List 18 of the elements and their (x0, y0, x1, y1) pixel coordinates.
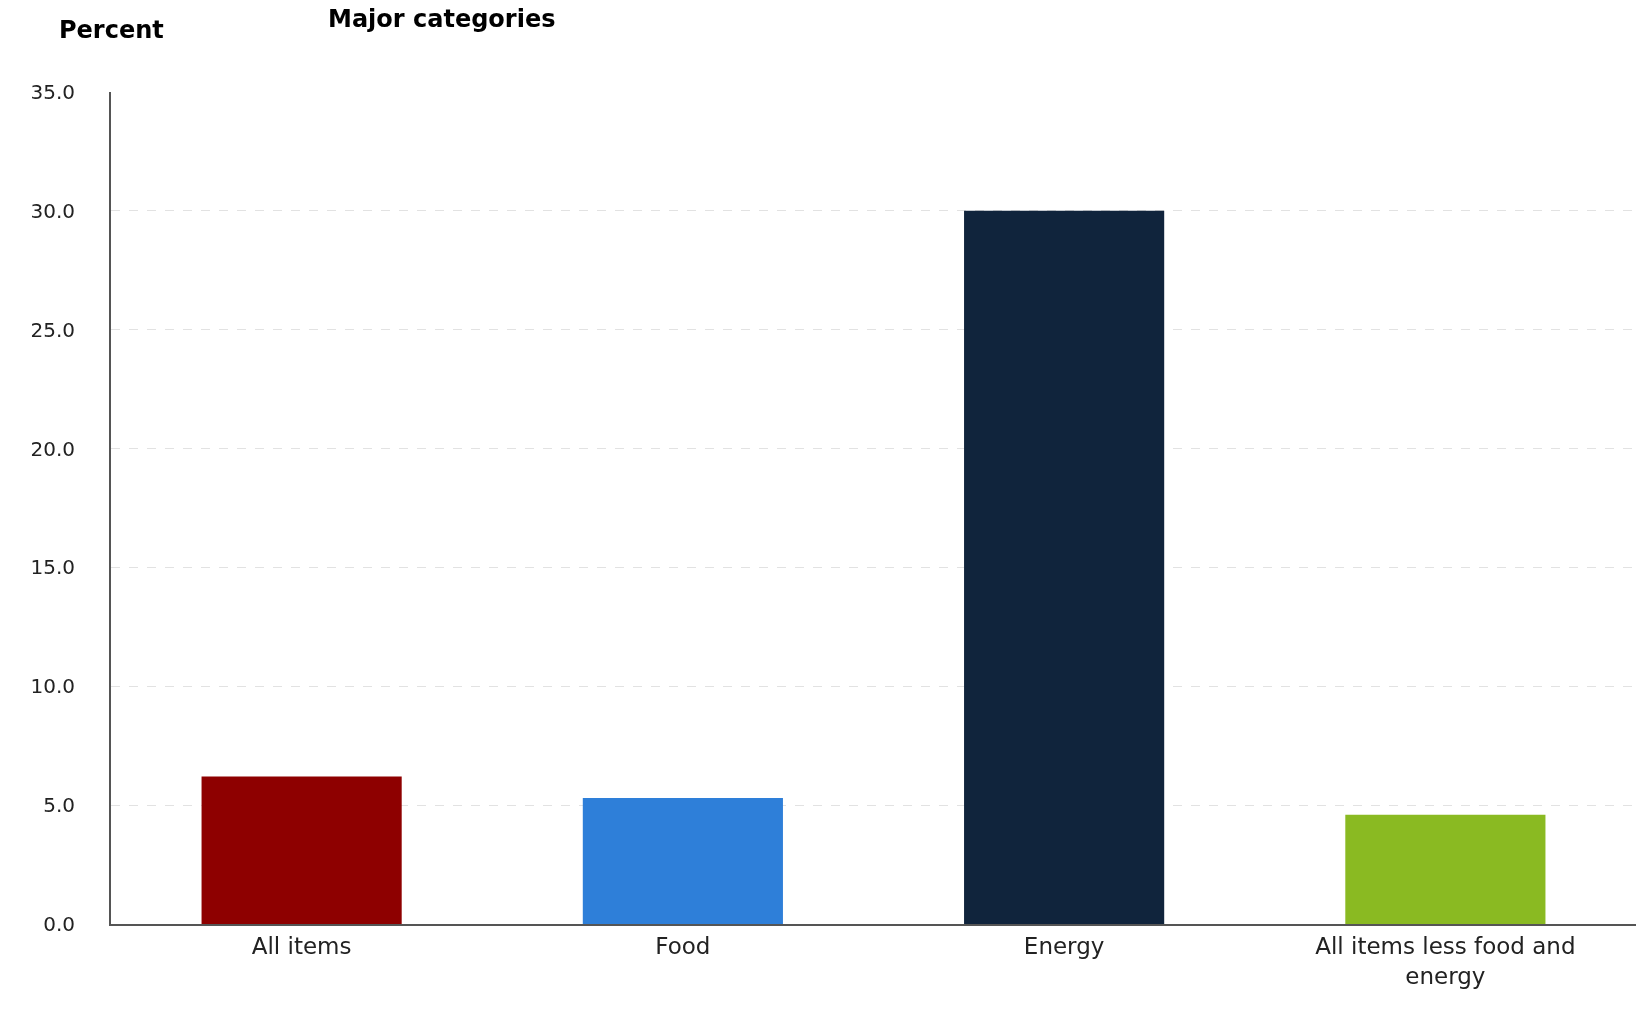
x-tick-label: All items (251, 932, 352, 959)
y-tick-label: 20.0 (30, 436, 75, 461)
bar (201, 776, 402, 924)
x-tick-label: Food (655, 932, 711, 959)
y-tick-label: 10.0 (30, 674, 75, 699)
y-tick-label: 5.0 (43, 793, 75, 818)
bar (1345, 814, 1546, 924)
y-tick-label: 25.0 (30, 317, 75, 342)
x-tick-label: Energy (1023, 932, 1105, 959)
y-tick-label: 35.0 (30, 80, 75, 104)
bar (964, 210, 1165, 924)
y-tick-label: 15.0 (30, 555, 75, 580)
y-tick-label: 0.0 (43, 912, 75, 936)
chart-title: Major categories (328, 4, 556, 33)
y-axis-title: Percent (59, 16, 164, 44)
x-tick-label: All items less food and energy (1315, 932, 1576, 989)
bar (582, 798, 783, 924)
y-tick-label: 30.0 (30, 198, 75, 223)
